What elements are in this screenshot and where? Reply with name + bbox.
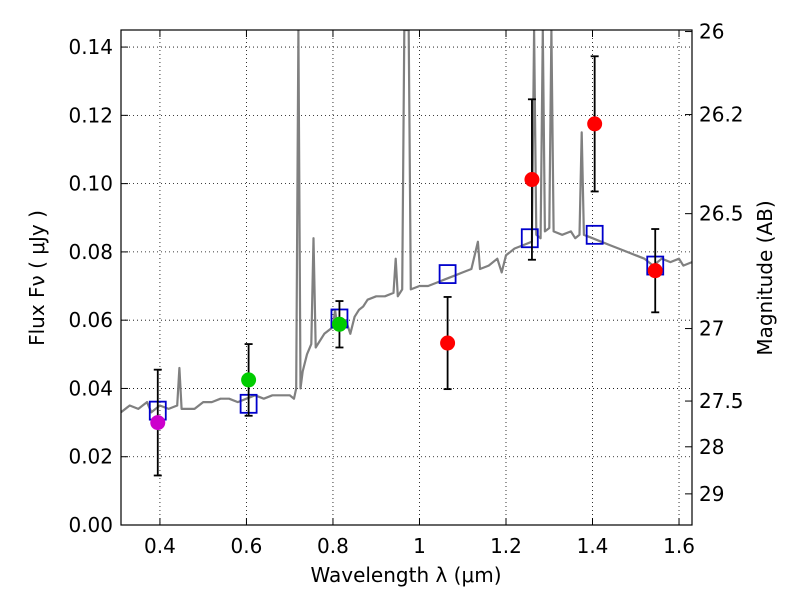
x-tick-label: 0.4 <box>144 534 176 558</box>
y-tick-label: 0.04 <box>68 376 113 400</box>
y-tick-label: 0.02 <box>68 445 113 469</box>
x-tick-label: 0.8 <box>317 534 349 558</box>
observed-point <box>331 316 347 332</box>
y2-tick-label: 26.5 <box>699 202 744 226</box>
y2-axis-label: Magnitude (AB) <box>753 200 777 355</box>
y2-tick-label: 26 <box>699 20 724 44</box>
model-square-marker <box>520 228 539 249</box>
x-tick-label: 1.4 <box>577 534 609 558</box>
spectrum-line <box>121 30 692 414</box>
y-tick-label: 0.00 <box>68 513 113 537</box>
observed-point <box>647 263 663 279</box>
y2-tick-label: 28 <box>699 435 724 459</box>
y-tick-label: 0.10 <box>68 172 113 196</box>
observed-point <box>150 415 166 431</box>
x-tick-label: 1.2 <box>490 534 522 558</box>
y-axis-label: Flux Fν ( μJy ) <box>25 210 49 346</box>
grid <box>121 30 692 526</box>
observed-points-layer <box>150 116 663 431</box>
x-tick-label: 0.6 <box>231 534 263 558</box>
plot-frame <box>120 29 693 526</box>
y2-tick-label: 26.2 <box>699 103 744 127</box>
model-square-marker <box>438 264 457 284</box>
observed-point <box>524 172 540 188</box>
y-tick-label: 0.08 <box>68 240 113 264</box>
observed-point <box>241 372 257 388</box>
x-tick-label: 1 <box>413 534 426 558</box>
y2-tick-label: 29 <box>699 482 724 506</box>
y-tick-label: 0.12 <box>68 103 113 127</box>
spectrum-layer <box>121 30 692 414</box>
ticks: 0.4 0.6 0.8 1 1.2 1.4 1.6 0.00 0.02 0.04 0.06 0.08 0… <box>68 20 743 558</box>
y2-tick-label: 27.5 <box>699 389 744 413</box>
y2-tick-label: 27 <box>699 317 724 341</box>
observed-point <box>587 116 603 132</box>
plot-area <box>121 30 692 477</box>
model-square-marker <box>585 224 604 245</box>
observed-point <box>440 335 456 351</box>
y-tick-label: 0.14 <box>68 35 113 59</box>
y-tick-label: 0.06 <box>68 308 113 332</box>
x-tick-label: 1.6 <box>663 534 695 558</box>
x-axis-label: Wavelength λ (μm) <box>310 563 501 587</box>
